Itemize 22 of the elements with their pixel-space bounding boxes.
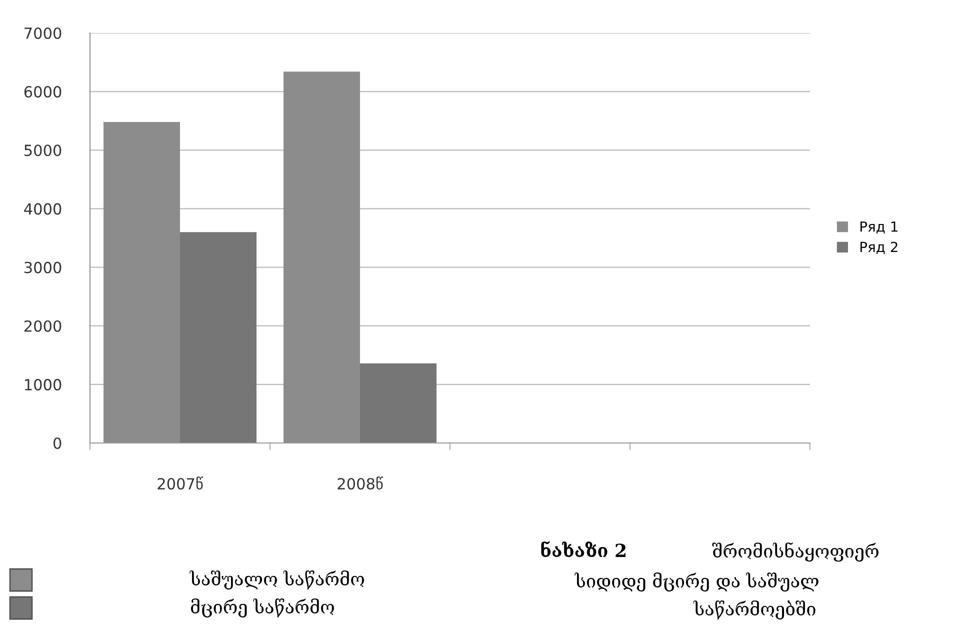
text: ნახაზი 2 (541, 541, 626, 557)
y-tick-label: 0 (54, 437, 62, 450)
bar (180, 232, 256, 443)
legend-label: Ряд 2 (860, 242, 898, 254)
y-tick-label: 7000 (24, 27, 62, 40)
y-tick-label: 3000 (24, 262, 62, 274)
y-tick-label: 4000 (24, 203, 62, 215)
y-tick-label: 1000 (25, 378, 62, 390)
y-tick-label: 2000 (24, 320, 62, 332)
x-tick-label: 2008წ (338, 476, 383, 490)
text: მცირე საწარმო (190, 598, 334, 618)
text: შრომისნაყოფიერ (712, 542, 878, 562)
text: საწარმოებში (693, 600, 816, 620)
y-tick-label: 5000 (24, 144, 62, 156)
bar (104, 122, 180, 443)
legend-label: Ряд 1 (860, 222, 898, 234)
text: საშუალო საწარმო (190, 570, 364, 590)
bar (360, 363, 436, 443)
x-tick-label: 2007წ (158, 476, 203, 490)
y-tick-label: 6000 (24, 86, 62, 98)
bar (284, 72, 360, 443)
text: სიდიდე მცირე და საშუალ (574, 572, 818, 592)
